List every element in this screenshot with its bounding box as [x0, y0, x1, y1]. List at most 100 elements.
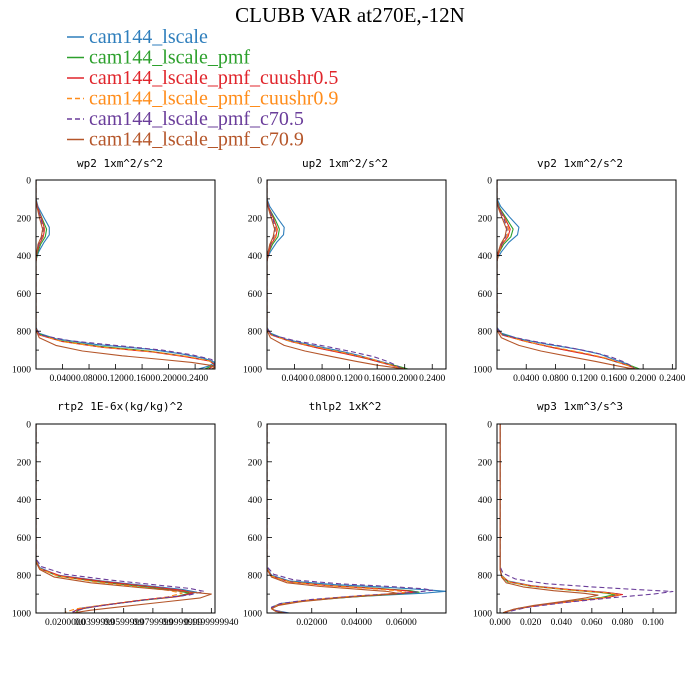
x-tick-label: 0.0200000: [45, 618, 86, 628]
series-line: [36, 424, 205, 613]
legend-item: cam144_lscale_pmf_c70.5: [67, 108, 304, 130]
legend-item: cam144_lscale_pmf_cuushr0.5: [67, 67, 338, 89]
x-tick-label: 0.000: [489, 618, 511, 628]
x-tick-label: 0.0800: [542, 374, 568, 384]
legend-label: cam144_lscale_pmf_cuushr0.5: [89, 67, 338, 89]
x-tick-label: 0.04000: [341, 618, 372, 628]
y-tick-label: 600: [478, 534, 493, 544]
legend-item: cam144_lscale_pmf: [67, 47, 250, 69]
y-tick-label: 200: [478, 214, 493, 224]
x-tick-label: 0.0999999: [162, 618, 203, 628]
y-tick-label: 600: [248, 290, 263, 300]
panel: vp2 1xm^2/s^2 0 200 400 600 800 1000 0.0400 0.08…: [473, 157, 686, 384]
y-tick-label: 400: [17, 252, 32, 262]
y-tick-label: 200: [17, 458, 32, 468]
x-tick-label: 0.06000: [386, 618, 417, 628]
y-tick-label: 200: [17, 214, 32, 224]
x-tick-label: 0.060: [581, 618, 603, 628]
x-tick-label: 0.1200: [337, 374, 363, 384]
series-group: [36, 424, 212, 613]
y-tick-label: 0: [26, 177, 31, 187]
y-tick-label: 400: [248, 496, 263, 506]
series-line: [267, 180, 405, 369]
y-tick-label: 200: [248, 214, 263, 224]
y-tick-label: 1000: [473, 366, 492, 376]
x-tick-label: 0.1600: [364, 374, 390, 384]
x-tick-label: 0.0599999: [103, 618, 144, 628]
panel-title: wp2 1xm^2/s^2: [77, 157, 163, 170]
x-tick-label: 0.0800: [309, 374, 335, 384]
y-tick-label: 1000: [243, 610, 262, 620]
series-line: [36, 180, 215, 369]
panel: wp2 1xm^2/s^2 0 200 400 600 800 1000 0.0400 0.08…: [12, 157, 216, 384]
y-tick-label: 400: [17, 496, 32, 506]
x-tick-label: 0.020: [520, 618, 542, 628]
series-line: [497, 180, 637, 369]
y-tick-label: 0: [26, 421, 31, 431]
panel: thlp2 1xK^2 0 200 400 600 800 1000 0.02000 0.040…: [243, 400, 447, 628]
series-line: [267, 424, 434, 613]
y-tick-label: 200: [248, 458, 263, 468]
series-line: [267, 180, 405, 369]
series-line: [36, 180, 215, 369]
x-tick-label: 0.02000: [296, 618, 327, 628]
x-tick-label: 0.2400: [182, 374, 208, 384]
legend: cam144_lscalecam144_lscale_pmfcam144_lsc…: [67, 26, 338, 151]
x-tick-label: 0.100: [642, 618, 664, 628]
panel: up2 1xm^2/s^2 0 200 400 600 800 1000 0.0400 0.08…: [243, 157, 447, 384]
y-tick-label: 800: [478, 572, 493, 582]
y-tick-label: 600: [17, 290, 32, 300]
x-tick-label: 0.1200: [102, 374, 128, 384]
y-tick-label: 400: [478, 496, 493, 506]
x-tick-label: 0.2400: [419, 374, 445, 384]
x-tick-label: 0.0400: [513, 374, 539, 384]
series-group: [36, 180, 215, 369]
y-tick-label: 200: [478, 458, 493, 468]
y-tick-label: 400: [478, 252, 493, 262]
legend-label: cam144_lscale: [89, 26, 208, 48]
series-line: [267, 424, 407, 613]
legend-item: cam144_lscale_pmf_cuushr0.9: [67, 88, 338, 110]
panel-title: rtp2 1E-6x(kg/kg)^2: [57, 400, 183, 413]
series-line: [36, 180, 215, 369]
panel-title: thlp2 1xK^2: [309, 400, 382, 413]
series-line: [497, 180, 636, 369]
x-tick-label: 0.2400: [659, 374, 685, 384]
legend-label: cam144_lscale_pmf_c70.5: [89, 108, 304, 130]
panel-title: vp2 1xm^2/s^2: [537, 157, 623, 170]
series-line: [497, 180, 637, 369]
series-line: [267, 180, 402, 369]
y-tick-label: 0: [257, 177, 262, 187]
y-tick-label: 1000: [243, 366, 262, 376]
x-tick-label: 0.080: [612, 618, 634, 628]
x-tick-label: 0.2000: [392, 374, 418, 384]
x-tick-label: 0.1600: [129, 374, 155, 384]
y-tick-label: 600: [248, 534, 263, 544]
x-tick-label: 0.1600: [601, 374, 627, 384]
series-line: [36, 180, 215, 369]
y-tick-label: 400: [248, 252, 263, 262]
x-tick-label: 0.2000: [156, 374, 182, 384]
x-tick-label: 0.2000: [630, 374, 656, 384]
x-tick-label: 0.0800: [76, 374, 102, 384]
figure-title: CLUBB VAR at270E,-12N: [235, 3, 465, 27]
legend-label: cam144_lscale_pmf_c70.9: [89, 129, 304, 151]
x-tick-label: 0.0799999: [133, 618, 174, 628]
series-line: [36, 180, 215, 369]
y-tick-label: 800: [478, 328, 493, 338]
x-tick-label: 0.0400: [281, 374, 307, 384]
series-line: [499, 424, 599, 613]
legend-item: cam144_lscale: [67, 26, 208, 48]
x-tick-label: 0.040: [551, 618, 573, 628]
y-tick-label: 600: [17, 534, 32, 544]
y-tick-label: 800: [248, 328, 263, 338]
series-line: [36, 424, 212, 613]
y-tick-label: 800: [17, 328, 32, 338]
y-tick-label: 0: [487, 177, 492, 187]
panel-title: up2 1xm^2/s^2: [302, 157, 388, 170]
y-tick-label: 600: [478, 290, 493, 300]
panel-title: wp3 1xm^3/s^3: [537, 400, 623, 413]
y-tick-label: 1000: [12, 366, 31, 376]
series-line: [497, 180, 635, 369]
